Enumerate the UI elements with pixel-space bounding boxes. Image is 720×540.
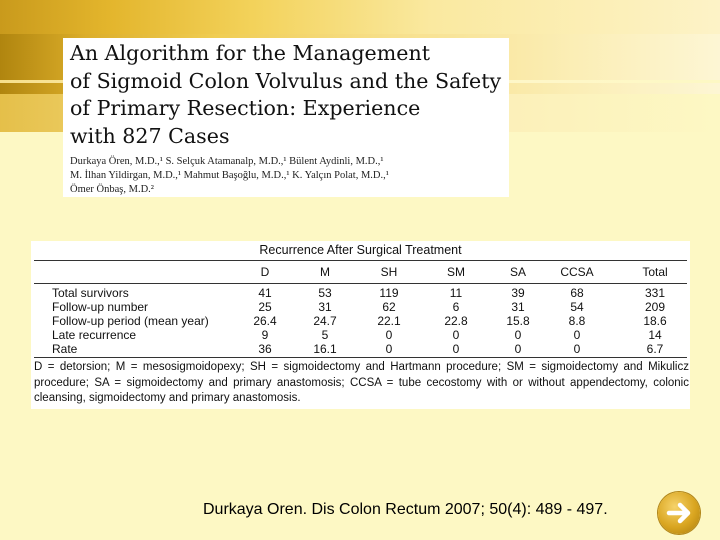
table-cell: 53 (318, 286, 332, 300)
table-cell: 54 (570, 300, 584, 314)
table-cell: 119 (379, 286, 399, 300)
table-body: D M SH SM SA CCSA Total Total survivors 41 53 119 1… (31, 241, 690, 409)
table-row-label: Late recurrence (52, 328, 137, 342)
table-cell: 26.4 (253, 314, 277, 328)
table-cell: 22.8 (444, 314, 468, 328)
paper-title-image: An Algorithm for the Management of Sigmo… (63, 38, 509, 197)
table-cell: 14 (648, 328, 662, 342)
table-cell: 0 (573, 342, 581, 356)
table-header-cell: CCSA (560, 265, 594, 279)
table-caption: Recurrence After Surgical Treatment (259, 243, 462, 257)
table-cell: 41 (258, 286, 272, 300)
table-cell: 68 (570, 286, 584, 300)
table-cell: 31 (511, 300, 525, 314)
paper-authors: Durkaya Ören, M.D.,¹ S. Selçuk Atamanalp… (70, 156, 389, 195)
table-footnote: D = detorsion; M = mesosigmoidopexy; SH … (34, 361, 689, 404)
results-table: Recurrence After Surgical Treatment D M SH… (31, 241, 690, 409)
table-cell: 22.1 (377, 314, 401, 328)
table-cell: 31 (318, 300, 332, 314)
table-cell: 0 (452, 328, 460, 342)
table-cell: 9 (261, 328, 269, 342)
header-bar-top (0, 0, 720, 34)
table-rule-top (34, 260, 687, 261)
table-cell: 25 (258, 300, 272, 314)
table-cell: 11 (449, 286, 463, 300)
next-slide-button[interactable] (658, 492, 700, 534)
table-cell: 6.7 (646, 342, 664, 356)
table-cell: 209 (644, 300, 666, 314)
table-cell: 16.1 (313, 342, 337, 356)
arrow-right-icon (666, 502, 691, 524)
table-cell: 0 (514, 328, 522, 342)
table-row-label: Rate (52, 342, 78, 356)
citation: Durkaya Oren. Dis Colon Rectum 2007; 50(… (203, 501, 608, 518)
table-cell: 0 (452, 342, 460, 356)
table-cell: 6 (452, 300, 460, 314)
table-header-cell: SM (447, 265, 465, 279)
table-cell: 62 (382, 300, 396, 314)
table-cell: 0 (514, 342, 522, 356)
table-cell: 0 (385, 342, 393, 356)
table-cell: 15.8 (506, 314, 530, 328)
table-row-label: Follow-up number (52, 300, 149, 314)
table-header-cell: SH (380, 265, 398, 279)
table-cell: 24.7 (313, 314, 337, 328)
table-header-cell: D (260, 265, 270, 279)
table-cell: 8.8 (568, 314, 586, 328)
table-cell: 18.6 (643, 314, 667, 328)
table-rule-bottom (34, 357, 687, 358)
table-header-cell: M (320, 265, 330, 279)
table-row-label: Total survivors (52, 286, 129, 300)
paper-title: An Algorithm for the Management of Sigmo… (70, 41, 502, 148)
table-cell: 0 (385, 328, 393, 342)
table-cell: 0 (573, 328, 581, 342)
table-cell: 39 (511, 286, 525, 300)
table-cell: 36 (258, 342, 272, 356)
table-cell: 5 (321, 328, 329, 342)
table-rule-header (34, 283, 687, 284)
table-cell: 331 (644, 286, 666, 300)
table-header-cell: SA (509, 265, 527, 279)
table-row-label: Follow-up period (mean year) (52, 314, 209, 328)
table-header-cell: Total (642, 265, 668, 279)
